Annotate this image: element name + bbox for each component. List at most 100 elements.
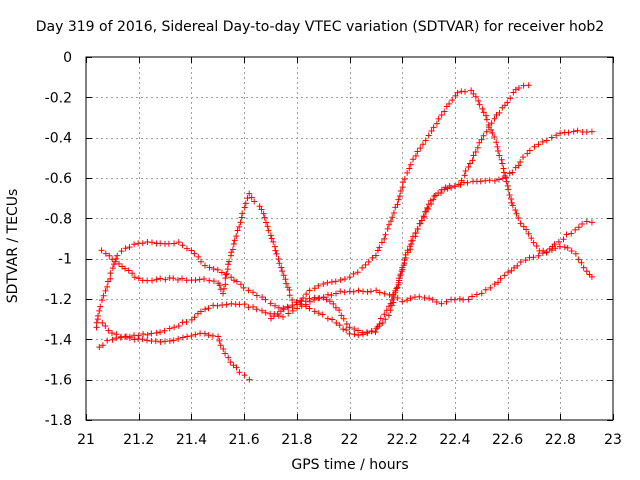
data-point [220,346,227,353]
data-point [432,192,439,199]
data-point [482,286,489,293]
data-point [372,252,379,259]
data-point [354,269,361,276]
data-point [205,332,212,339]
data-point [409,237,416,244]
x-tick-label: 21 [77,432,95,448]
data-point [214,302,221,309]
y-tick-label: -1 [58,252,72,268]
data-point [531,143,538,150]
data-point [209,332,216,339]
data-point [494,143,501,150]
data-point [265,227,272,234]
data-point [525,82,532,89]
data-point [535,252,542,259]
axis-ticks [86,57,614,421]
data-point [508,267,515,274]
data-point [188,333,195,340]
data-point [543,248,550,255]
data-point [438,300,445,307]
data-point [229,246,236,253]
data-point [476,101,483,108]
data-point [262,309,269,316]
data-point [228,274,235,281]
data-point [543,137,550,144]
data-point [418,217,425,224]
data-point [548,247,555,254]
data-point [188,316,195,323]
data-point [462,167,469,174]
data-point [386,291,393,298]
grid-lines [86,57,613,420]
data-point [469,157,476,164]
data-point [393,285,400,292]
data-point [449,97,456,104]
data-point [337,288,344,295]
data-point [227,359,234,366]
data-points [93,82,595,383]
data-point [472,93,479,100]
data-point [369,254,376,261]
data-point [523,226,530,233]
data-point [316,295,323,302]
y-tick-label: -1.4 [45,332,72,348]
data-point [210,266,217,273]
x-tick-label: 23 [604,432,622,448]
data-point [588,219,595,226]
x-tick-label: 22.6 [492,432,523,448]
data-point [311,285,318,292]
data-point [485,124,492,131]
data-point [412,152,419,159]
data-point [503,178,510,185]
data-point [377,315,384,322]
data-point [280,306,287,313]
data-point [258,206,265,213]
data-point [223,270,230,277]
data-point [364,330,371,337]
data-point [337,276,344,283]
data-point [206,264,213,271]
data-point [398,268,405,275]
data-point [205,305,212,312]
data-point [129,270,136,277]
data-point [230,240,237,247]
data-point [236,301,243,308]
data-point [465,163,472,170]
data-point [171,324,178,331]
data-point [102,250,109,257]
data-point [343,326,350,333]
data-point [396,277,403,284]
data-point [222,275,229,282]
data-point [578,259,585,266]
data-point [233,364,240,371]
data-point [487,284,494,291]
data-point [478,290,485,297]
data-point [99,342,106,349]
data-point [551,241,558,248]
data-point [430,196,437,203]
data-point [107,270,114,277]
chart-title: Day 319 of 2016, Sidereal Day-to-day VTE… [35,19,605,35]
data-point [517,159,524,166]
data-point [270,313,277,320]
data-point [539,250,546,257]
data-point [514,262,521,269]
data-point [583,128,590,135]
data-point [346,324,353,331]
data-point [465,296,472,303]
data-point [498,156,505,163]
data-point [175,322,182,329]
x-axis-label: GPS time / hours [291,457,409,473]
data-point [233,233,240,240]
data-point [237,219,244,226]
data-point [351,325,358,332]
data-point [572,226,579,233]
data-point [225,354,232,361]
data-point [414,225,421,232]
y-axis-label: SDTVAR / TECUs [5,188,21,304]
data-point [241,204,248,211]
data-point [201,275,208,282]
data-point [505,269,512,276]
y-tick-label: -1.2 [45,292,72,308]
